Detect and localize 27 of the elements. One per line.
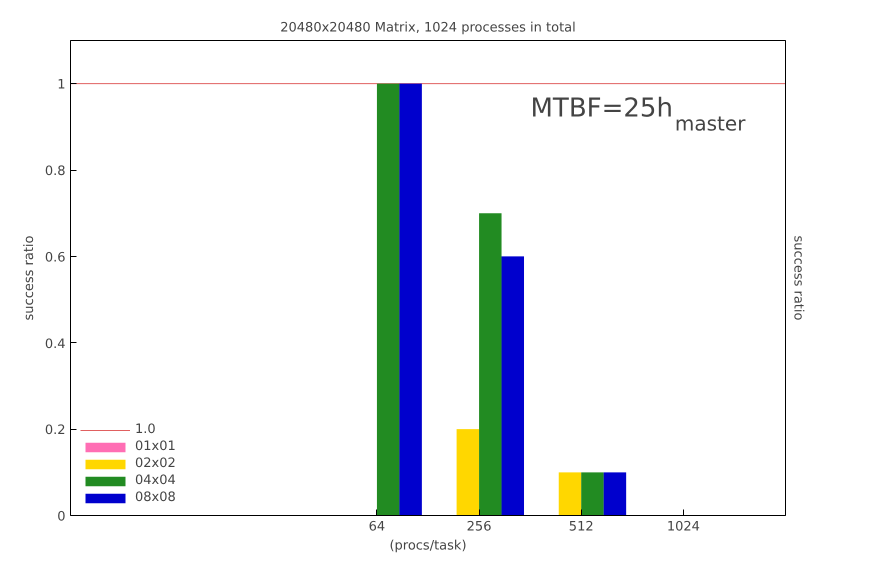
y-tick-label: 0 [57, 510, 66, 524]
x-tick-label: 512 [568, 520, 594, 534]
bar [604, 472, 626, 516]
x-tick-label: 1024 [666, 520, 700, 534]
x-axis-title: (procs/task) [389, 538, 467, 554]
bar [479, 213, 502, 516]
y-tick-label: 0.2 [44, 423, 66, 438]
y-tick-label: 0.6 [44, 250, 66, 266]
y-tick-label: 0.4 [44, 336, 66, 352]
y-axis-title: success ratio [22, 235, 37, 320]
x-tick-label: 64 [368, 520, 386, 534]
bar [399, 84, 422, 516]
bar [581, 472, 604, 516]
legend-label: 02x02 [135, 456, 176, 471]
bar [456, 429, 480, 516]
x-tick-label: 256 [466, 520, 492, 534]
legend-label: 1.0 [135, 422, 156, 437]
bar [376, 84, 400, 516]
bar [558, 472, 582, 516]
y-tick-label: 0.8 [44, 164, 66, 180]
legend-label: 08x08 [135, 490, 176, 505]
legend-label: 04x04 [135, 473, 176, 488]
bar [502, 256, 524, 516]
y-tick-label: 1 [57, 78, 66, 93]
chart-title: 20480x20480 Matrix, 1024 processes in total [280, 20, 576, 36]
legend-label: 01x01 [135, 439, 176, 454]
y2-axis-title: success ratio [790, 236, 806, 321]
